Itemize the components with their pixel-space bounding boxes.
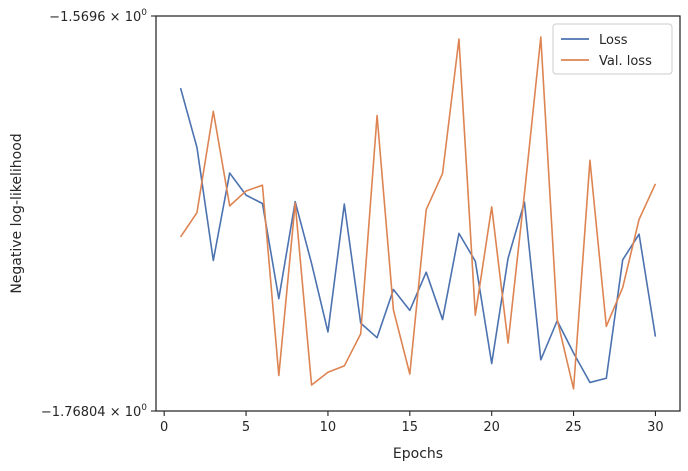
legend-box [552,23,673,75]
y-axis: −1.5696 × 100 −1.76804 × 100 [41,8,156,420]
x-tick-label: 0 [160,420,168,435]
x-axis-title: Epochs [393,446,443,462]
legend-label: Loss [599,33,628,48]
legend: Loss Val. loss [552,23,673,75]
y-axis-title: Negative log-likelihood [9,133,25,293]
x-tick-label: 15 [402,420,419,435]
y-tick-label: −1.5696 × 100 [49,8,147,25]
x-tick-label: 25 [565,420,582,435]
y-tick-label: −1.76804 × 100 [41,403,147,420]
x-tick-label: 20 [483,420,500,435]
series-line-1 [179,36,657,390]
x-tick-label: 10 [320,420,337,435]
x-tick-label: 5 [242,420,250,435]
plot-frame [155,15,681,412]
x-tick-label: 30 [647,420,664,435]
x-axis: 0 5 10 15 20 25 30 [160,411,664,435]
legend-label: Val. loss [599,54,652,69]
plot-lines [179,36,657,390]
